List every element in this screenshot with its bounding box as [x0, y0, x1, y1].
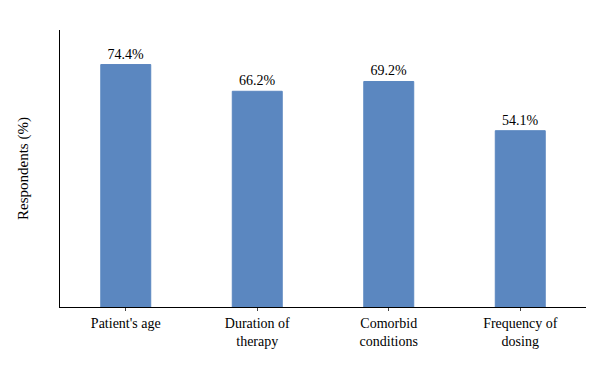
svg-text:54.1%: 54.1% — [502, 113, 539, 128]
svg-text:Frequency ofdosing: Frequency ofdosing — [483, 316, 558, 349]
svg-text:Duration oftherapy: Duration oftherapy — [225, 316, 290, 349]
svg-text:66.2%: 66.2% — [239, 73, 276, 88]
svg-text:69.2%: 69.2% — [371, 63, 408, 78]
svg-text:Patient's age: Patient's age — [91, 316, 161, 331]
svg-text:Comorbidconditions: Comorbidconditions — [360, 316, 418, 349]
svg-text:Respondents (%): Respondents (%) — [15, 117, 32, 220]
svg-text:74.4%: 74.4% — [108, 47, 145, 62]
